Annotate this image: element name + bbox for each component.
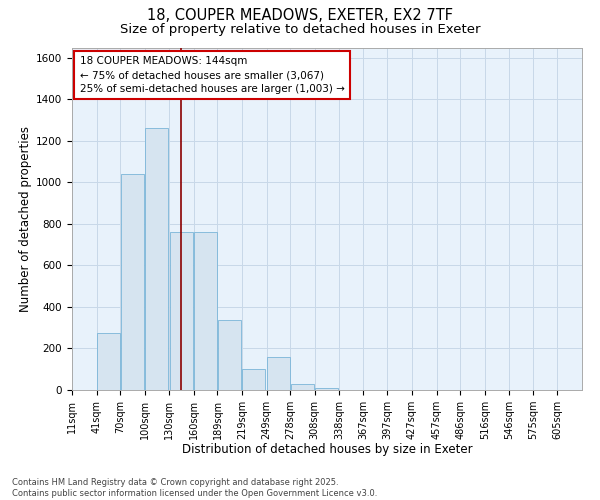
Bar (97, 333, 120, 390)
Text: 18 COUPER MEADOWS: 144sqm
← 75% of detached houses are smaller (3,067)
25% of se: 18 COUPER MEADOWS: 144sqm ← 75% of detac… (80, 56, 344, 94)
Text: 18, COUPER MEADOWS, EXETER, EX2 7TF: 18, COUPER MEADOWS, EXETER, EX2 7TF (147, 8, 453, 22)
Bar (121, 174, 143, 390)
Y-axis label: Number of detached properties: Number of detached properties (19, 126, 32, 312)
Text: Size of property relative to detached houses in Exeter: Size of property relative to detached ho… (120, 22, 480, 36)
Bar (170, 232, 193, 390)
Bar (145, 128, 168, 390)
Bar (267, 357, 290, 390)
Text: Contains HM Land Registry data © Crown copyright and database right 2025.
Contai: Contains HM Land Registry data © Crown c… (12, 478, 377, 498)
Bar (290, 384, 314, 390)
Bar (315, 388, 338, 390)
Bar (242, 369, 265, 390)
Bar (194, 232, 217, 390)
X-axis label: Distribution of detached houses by size in Exeter: Distribution of detached houses by size … (182, 444, 472, 456)
Bar (218, 320, 241, 390)
